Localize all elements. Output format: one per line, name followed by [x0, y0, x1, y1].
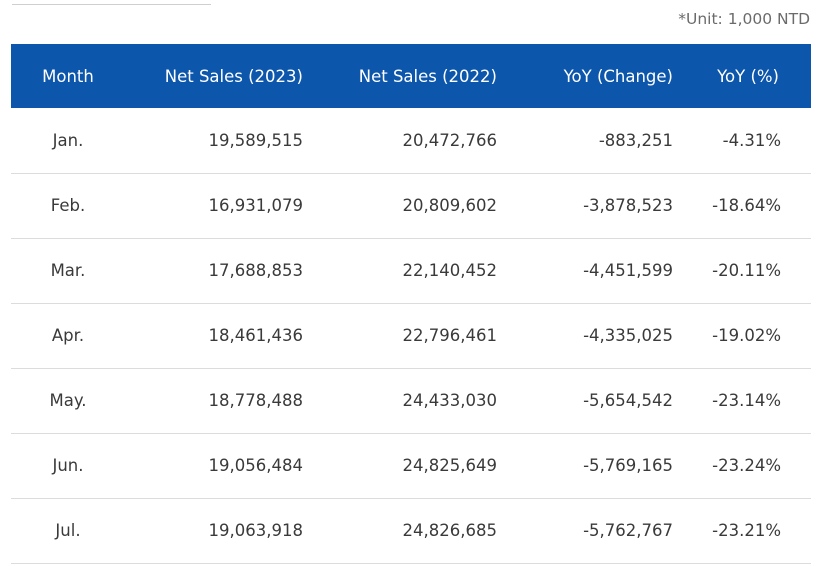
header-net-sales-2023: Net Sales (2023) — [164, 66, 303, 86]
cell-net-sales-2022: 20,472,766 — [402, 130, 497, 150]
cell-net-sales-2022: 22,140,452 — [402, 261, 497, 280]
table-row: Apr. 18,461,436 22,796,461 -4,335,025 -1… — [11, 303, 811, 368]
table-body: Jan. 19,589,515 20,472,766 -883,251 -4.3… — [11, 108, 811, 563]
table-row: Jan. 19,589,515 20,472,766 -883,251 -4.3… — [11, 108, 811, 173]
cell-month: Jan. — [52, 130, 84, 150]
cell-yoy-percent: -18.64% — [712, 196, 781, 215]
cell-net-sales-2023: 16,931,079 — [208, 196, 303, 215]
cell-yoy-change: -5,762,767 — [583, 521, 673, 540]
cell-net-sales-2023: 19,063,918 — [208, 521, 303, 540]
cell-month: Mar. — [50, 261, 86, 280]
cell-yoy-change: -5,654,542 — [583, 391, 673, 410]
cell-net-sales-2023: 19,589,515 — [208, 130, 303, 150]
cell-yoy-percent: -23.14% — [712, 391, 781, 410]
cell-net-sales-2022: 22,796,461 — [402, 326, 497, 345]
cell-net-sales-2022: 24,825,649 — [402, 456, 497, 475]
unit-note: *Unit: 1,000 NTD — [678, 10, 810, 28]
cell-month: Jul. — [55, 521, 81, 540]
header-net-sales-2022: Net Sales (2022) — [358, 66, 497, 86]
cell-net-sales-2022: 20,809,602 — [402, 196, 497, 215]
cell-yoy-change: -883,251 — [598, 130, 673, 150]
cell-yoy-percent: -23.21% — [712, 521, 781, 540]
table-row: Jul. 19,063,918 24,826,685 -5,762,767 -2… — [11, 498, 811, 563]
header-month: Month — [42, 66, 94, 86]
table-row: May. 18,778,488 24,433,030 -5,654,542 -2… — [11, 368, 811, 433]
header-yoy-change: YoY (Change) — [563, 66, 673, 86]
cell-yoy-percent: -23.24% — [712, 456, 781, 475]
cell-yoy-percent: -4.31% — [722, 130, 781, 150]
cell-net-sales-2022: 24,826,685 — [402, 521, 497, 540]
table-row: Mar. 17,688,853 22,140,452 -4,451,599 -2… — [11, 238, 811, 303]
cell-yoy-percent: -19.02% — [712, 326, 781, 345]
cell-month: May. — [49, 391, 87, 410]
cell-net-sales-2022: 24,433,030 — [402, 391, 497, 410]
top-divider — [12, 4, 211, 5]
cell-yoy-change: -4,451,599 — [583, 261, 673, 280]
cell-month: Feb. — [50, 196, 86, 215]
header-row: Month Net Sales (2023) Net Sales (2022) … — [11, 44, 811, 108]
net-sales-table: Month Net Sales (2023) Net Sales (2022) … — [11, 44, 811, 564]
cell-yoy-change: -4,335,025 — [583, 326, 673, 345]
table-row: Jun. 19,056,484 24,825,649 -5,769,165 -2… — [11, 433, 811, 498]
table-row: Feb. 16,931,079 20,809,602 -3,878,523 -1… — [11, 173, 811, 238]
cell-net-sales-2023: 17,688,853 — [208, 261, 303, 280]
header-yoy-percent: YoY (%) — [717, 66, 779, 86]
cell-net-sales-2023: 18,461,436 — [208, 326, 303, 345]
cell-yoy-change: -5,769,165 — [583, 456, 673, 475]
cell-month: Jun. — [52, 456, 84, 475]
cell-net-sales-2023: 19,056,484 — [208, 456, 303, 475]
cell-yoy-change: -3,878,523 — [583, 196, 673, 215]
cell-net-sales-2023: 18,778,488 — [208, 391, 303, 410]
cell-yoy-percent: -20.11% — [712, 261, 781, 280]
cell-month: Apr. — [51, 326, 85, 345]
table-header: Month Net Sales (2023) Net Sales (2022) … — [11, 44, 811, 108]
